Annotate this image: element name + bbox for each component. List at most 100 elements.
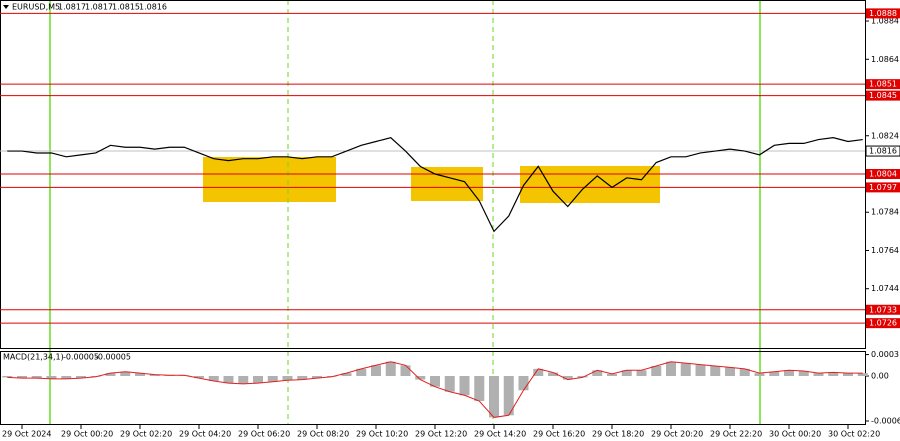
macd-bar (267, 376, 278, 382)
macd-bar (710, 366, 721, 376)
macd-bar (135, 373, 145, 376)
x-tick-label: 29 Oct 22:20 (710, 430, 762, 439)
y-tick-label: 1.0824 (871, 131, 899, 140)
macd-bar (503, 376, 514, 416)
macd-bar (548, 372, 558, 376)
macd-bar (194, 376, 204, 379)
x-tick-label: 30 Oct 00:20 (769, 430, 821, 439)
level-label-box (866, 304, 900, 315)
macd-bar (444, 376, 455, 392)
level-label: 1.0851 (869, 80, 897, 89)
macd-bar (828, 372, 839, 376)
x-tick-label: 30 Oct 02:20 (828, 430, 880, 439)
macd-bar (489, 376, 499, 418)
macd-bar (621, 370, 632, 376)
macd-bar (666, 361, 676, 376)
level-label: 1.0733 (869, 305, 897, 314)
x-tick-label: 29 Oct 10:20 (356, 430, 408, 439)
macd-bar (459, 376, 470, 396)
macd-bar (400, 365, 411, 376)
y-tick-label: 1.0764 (871, 246, 899, 255)
macd-bar (2, 376, 13, 378)
macd-bar (297, 376, 308, 380)
macd-bar (769, 371, 780, 376)
level-label: 1.0845 (869, 91, 897, 100)
macd-bar (784, 370, 794, 376)
highlight-box (411, 167, 483, 201)
y-tick-label: -0.00063 (871, 417, 900, 426)
y-tick-label: 1.0784 (871, 208, 899, 217)
macd-bar (223, 376, 234, 384)
macd-bar (61, 376, 72, 379)
macd-bar (592, 370, 603, 376)
macd-bar (651, 366, 662, 376)
level-label: 1.0726 (869, 319, 897, 328)
macd-title: MACD(21,34,1) (3, 353, 64, 362)
x-tick-label: 29 Oct 14:20 (474, 430, 526, 439)
price-header: EURUSD,M51.0817 1.0817 1.0815 1.0816 (12, 3, 167, 12)
ohlc-value: 1.0817 (58, 3, 86, 12)
macd-bar (533, 368, 544, 376)
macd-bar (857, 373, 868, 376)
macd-bar (208, 376, 219, 381)
current-price-label: 1.0816 (869, 147, 897, 156)
y-tick-label: 1.0744 (871, 284, 899, 293)
x-tick-label: 29 Oct 00:20 (61, 430, 113, 439)
level-label: 1.0888 (869, 9, 897, 18)
macd-bar (430, 376, 440, 387)
macd-bar (385, 361, 396, 376)
y-tick-label: 0.00 (871, 372, 889, 381)
macd-pane-frame (0, 351, 866, 425)
macd-bar (843, 373, 853, 376)
macd-bar (149, 374, 160, 376)
macd-bar (474, 376, 485, 401)
macd-bar (636, 370, 647, 376)
macd-bar (356, 368, 367, 376)
x-tick-label: 29 Oct 16:20 (533, 430, 585, 439)
macd-bar (341, 373, 352, 376)
macd-bar (31, 376, 42, 379)
level-label-box (866, 79, 900, 90)
macd-bar (415, 376, 426, 380)
macd-bar (17, 376, 27, 379)
macd-bar (813, 373, 824, 376)
ohlc-value: 1.0817 (85, 3, 113, 12)
level-label-box (866, 318, 900, 329)
macd-bar (725, 367, 735, 376)
x-tick-label: 29 Oct 02:20 (120, 430, 172, 439)
macd-header: MACD(21,34,1) -0.00005-0.00005 (3, 353, 131, 362)
y-tick-label: 1.0864 (871, 55, 899, 64)
macd-bar (282, 376, 293, 381)
highlight-box (203, 157, 336, 202)
highlight-box (520, 166, 660, 203)
x-tick-label: 29 Oct 04:20 (179, 430, 231, 439)
level-label-box (866, 169, 900, 179)
macd-bar (798, 371, 809, 376)
header-arrow (3, 5, 9, 9)
x-tick-label: 29 Oct 08:20 (297, 430, 349, 439)
macd-readout: -0.00005 (63, 353, 99, 362)
macd-bar (562, 376, 573, 380)
macd-bar (46, 376, 57, 379)
macd-bar (76, 376, 86, 379)
macd-bar (253, 376, 263, 384)
price-line (7, 137, 863, 233)
x-tick-label: 29 Oct 12:20 (415, 430, 467, 439)
macd-bar (695, 364, 706, 376)
level-label-box (866, 8, 900, 19)
macd-bar (105, 373, 116, 376)
y-tick-label: 1.0884 (871, 17, 899, 26)
macd-bar (577, 376, 588, 378)
ohlc-value: 1.0816 (139, 3, 167, 12)
macd-bar (312, 376, 322, 379)
macd-bar (607, 373, 617, 376)
level-label-box (866, 182, 900, 193)
x-tick-label: 29 Oct 2024 (2, 430, 51, 439)
y-tick-label: 0.0003 (871, 350, 899, 359)
level-label: 1.0804 (869, 170, 897, 179)
macd-bar (120, 371, 131, 376)
macd-bar (680, 363, 691, 376)
macd-bar (238, 376, 249, 384)
